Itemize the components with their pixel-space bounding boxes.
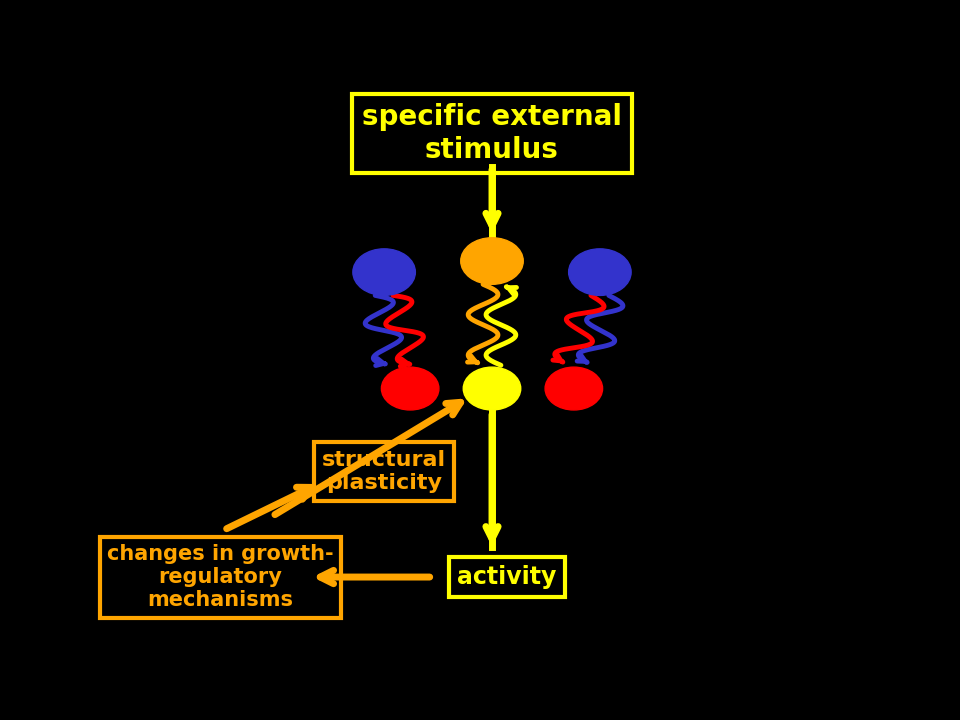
- Circle shape: [461, 238, 523, 284]
- Text: activity: activity: [457, 565, 557, 589]
- Text: changes in growth-
regulatory
mechanisms: changes in growth- regulatory mechanisms: [108, 544, 334, 611]
- Text: specific external
stimulus: specific external stimulus: [362, 104, 622, 163]
- Circle shape: [353, 249, 416, 295]
- Circle shape: [381, 367, 439, 410]
- Circle shape: [568, 249, 631, 295]
- Circle shape: [545, 367, 603, 410]
- Circle shape: [464, 367, 520, 410]
- Text: structural
plasticity: structural plasticity: [322, 450, 446, 493]
